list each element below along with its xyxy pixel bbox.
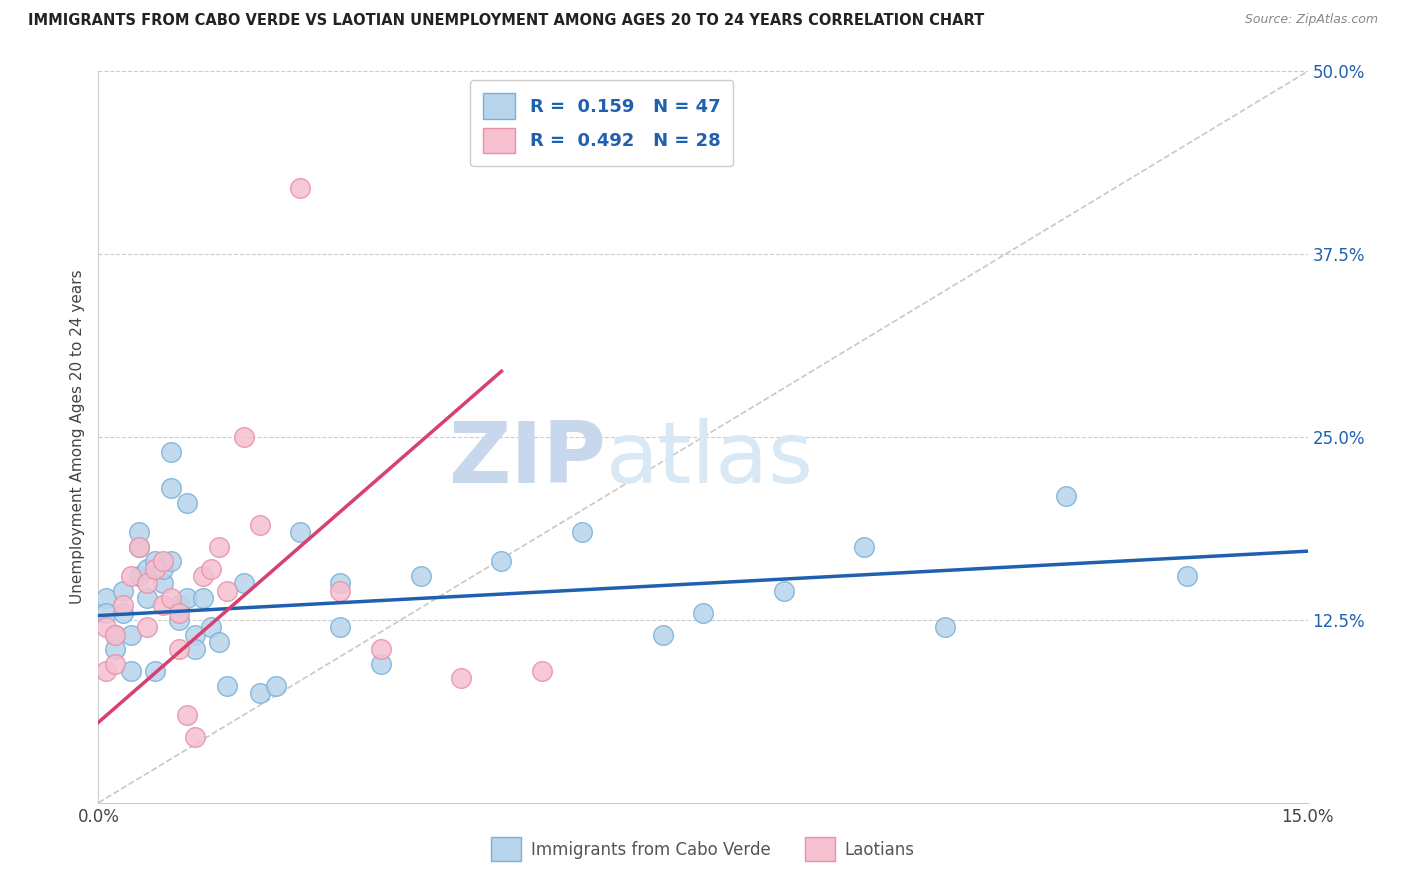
Point bbox=[409, 569, 432, 583]
Point bbox=[96, 620, 118, 634]
Point bbox=[143, 554, 166, 568]
Point bbox=[128, 540, 150, 554]
Point bbox=[208, 635, 231, 649]
Point bbox=[152, 562, 174, 576]
Point bbox=[135, 576, 157, 591]
Point bbox=[160, 591, 183, 605]
Point bbox=[120, 664, 142, 678]
Point bbox=[160, 481, 183, 495]
Point bbox=[232, 576, 254, 591]
Point bbox=[143, 562, 166, 576]
Point bbox=[152, 599, 174, 613]
Point bbox=[772, 583, 794, 598]
Point bbox=[135, 591, 157, 605]
Point bbox=[103, 657, 125, 671]
Point bbox=[96, 664, 118, 678]
Point bbox=[167, 613, 190, 627]
Point bbox=[167, 642, 190, 657]
Point bbox=[184, 627, 207, 641]
Point bbox=[571, 525, 593, 540]
Point bbox=[160, 554, 183, 568]
Point bbox=[491, 554, 513, 568]
Point bbox=[651, 627, 673, 641]
Point bbox=[1175, 569, 1198, 583]
Point bbox=[135, 620, 157, 634]
Point bbox=[96, 591, 118, 605]
Point bbox=[329, 620, 352, 634]
Point bbox=[176, 708, 198, 723]
Point bbox=[264, 679, 287, 693]
Point bbox=[120, 627, 142, 641]
Point bbox=[370, 642, 392, 657]
Point bbox=[1054, 489, 1077, 503]
Point bbox=[111, 599, 134, 613]
Point bbox=[193, 569, 215, 583]
Y-axis label: Unemployment Among Ages 20 to 24 years: Unemployment Among Ages 20 to 24 years bbox=[69, 269, 84, 605]
Point bbox=[450, 672, 472, 686]
Point bbox=[288, 525, 311, 540]
Point bbox=[167, 606, 190, 620]
Point bbox=[120, 569, 142, 583]
Point bbox=[167, 599, 190, 613]
Point bbox=[329, 576, 352, 591]
Point bbox=[288, 181, 311, 195]
Text: atlas: atlas bbox=[606, 417, 814, 500]
Point bbox=[103, 642, 125, 657]
Point bbox=[217, 583, 239, 598]
Point bbox=[934, 620, 956, 634]
Point bbox=[692, 606, 714, 620]
Point bbox=[111, 583, 134, 598]
Point bbox=[128, 569, 150, 583]
Point bbox=[184, 730, 207, 744]
Point bbox=[152, 576, 174, 591]
Point bbox=[370, 657, 392, 671]
Point bbox=[128, 525, 150, 540]
Point bbox=[176, 591, 198, 605]
Point bbox=[329, 583, 352, 598]
Point bbox=[193, 591, 215, 605]
Point bbox=[249, 517, 271, 532]
Text: Source: ZipAtlas.com: Source: ZipAtlas.com bbox=[1244, 13, 1378, 27]
Text: IMMIGRANTS FROM CABO VERDE VS LAOTIAN UNEMPLOYMENT AMONG AGES 20 TO 24 YEARS COR: IMMIGRANTS FROM CABO VERDE VS LAOTIAN UN… bbox=[28, 13, 984, 29]
Point bbox=[853, 540, 876, 554]
Point bbox=[249, 686, 271, 700]
Point bbox=[135, 562, 157, 576]
Point bbox=[200, 562, 222, 576]
Point bbox=[96, 606, 118, 620]
Point bbox=[176, 496, 198, 510]
Point bbox=[208, 540, 231, 554]
Point bbox=[143, 664, 166, 678]
Text: ZIP: ZIP bbox=[449, 417, 606, 500]
Point bbox=[103, 627, 125, 641]
Point bbox=[128, 540, 150, 554]
Point bbox=[217, 679, 239, 693]
Point bbox=[530, 664, 553, 678]
Point bbox=[232, 430, 254, 444]
Legend: Immigrants from Cabo Verde, Laotians: Immigrants from Cabo Verde, Laotians bbox=[485, 830, 921, 868]
Point bbox=[184, 642, 207, 657]
Point bbox=[111, 606, 134, 620]
Point bbox=[200, 620, 222, 634]
Point bbox=[103, 627, 125, 641]
Point bbox=[152, 554, 174, 568]
Point bbox=[160, 444, 183, 458]
